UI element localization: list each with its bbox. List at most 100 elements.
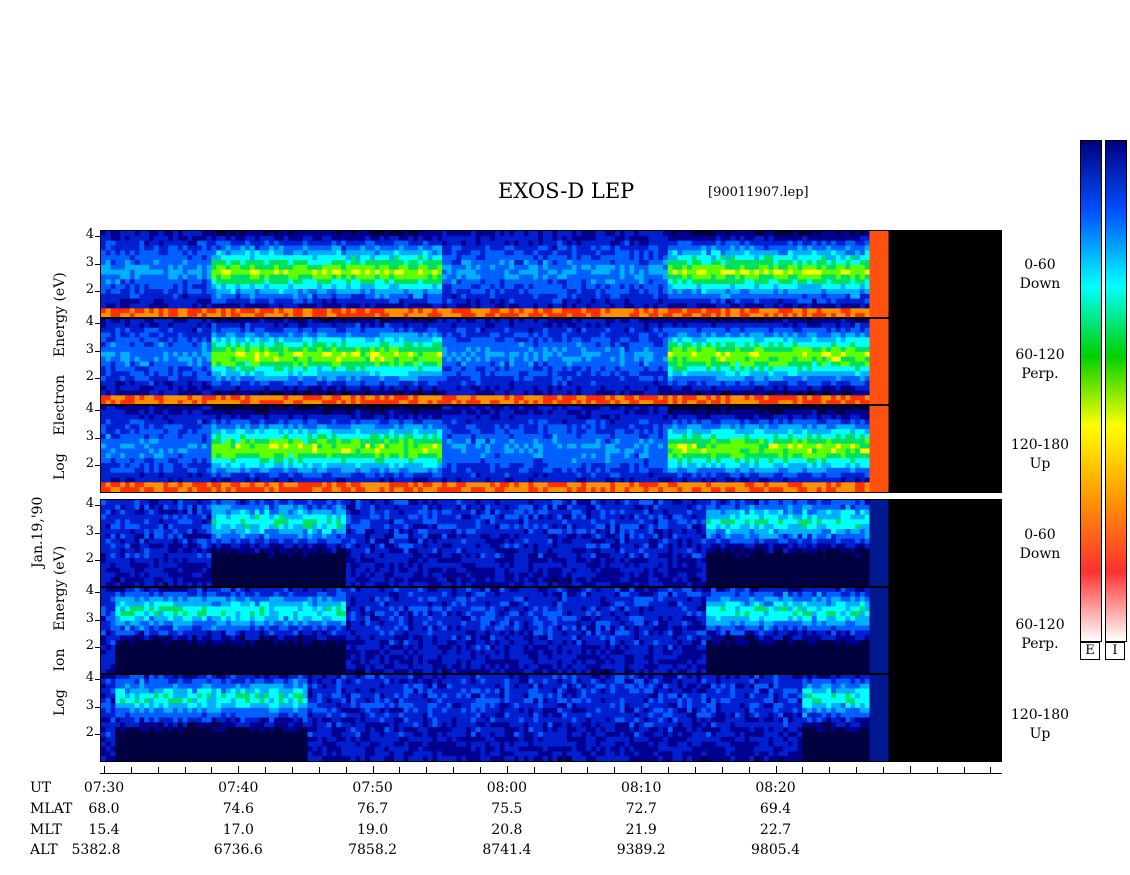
spectrogram-cell [245, 260, 251, 266]
spectrogram-cell [403, 284, 409, 290]
spectrogram-cell [490, 250, 496, 256]
spectrogram-cell [139, 308, 145, 314]
spectrogram-cell [312, 260, 318, 266]
spectrogram-cell [168, 298, 174, 305]
spectrogram-cell [855, 303, 861, 309]
spectrogram-cell [662, 322, 669, 329]
spectrogram-cell [686, 298, 693, 305]
spectrogram-cell [177, 313, 184, 318]
spectrogram-cell [571, 337, 578, 343]
spectrogram-cell [259, 279, 265, 285]
spectrogram-cell [533, 342, 539, 348]
spectrogram-cell [374, 308, 381, 314]
spectrogram-cell [235, 351, 241, 358]
spectrogram-cell [422, 390, 429, 396]
spectrogram-cell [331, 337, 337, 343]
spectrogram-cell [393, 385, 400, 392]
spectrogram-cell [297, 332, 304, 338]
spectrogram-cell [283, 318, 289, 324]
spectrogram-cell [523, 274, 530, 280]
spectrogram-cell [778, 231, 784, 237]
spectrogram-cell [475, 313, 482, 318]
spectrogram-cell [672, 289, 678, 295]
spectrogram-cell [254, 298, 261, 305]
spectrogram-cell [759, 255, 765, 261]
spectrogram-cell [345, 332, 352, 338]
spectrogram-cell [312, 337, 318, 343]
spectrogram-cell [442, 289, 448, 295]
spectrogram-cell [831, 269, 837, 276]
spectrogram-cell [101, 250, 107, 256]
spectrogram-cell [735, 303, 741, 309]
spectrogram-cell [552, 318, 558, 324]
spectrogram-cell [605, 327, 611, 334]
spectrogram-cell [648, 322, 654, 329]
spectrogram-cell [552, 337, 558, 343]
spectrogram-cell [432, 351, 438, 358]
spectrogram-cell [451, 293, 458, 300]
spectrogram-cell [614, 274, 621, 280]
spectrogram-cell [691, 308, 698, 314]
spectrogram-cell [418, 332, 424, 338]
spectrogram-cell [624, 308, 630, 314]
spectrogram-cell [802, 250, 808, 256]
spectrogram-cell [201, 313, 208, 318]
spectrogram-cell [230, 308, 237, 314]
spectrogram-cell [614, 279, 621, 285]
spectrogram-cell [696, 284, 702, 290]
spectrogram-cell [783, 245, 789, 251]
spectrogram-cell [254, 245, 261, 251]
spectrogram-cell [302, 361, 309, 367]
spectrogram-cell [384, 400, 390, 405]
spectrogram-cell [365, 351, 371, 358]
spectrogram-cell [653, 400, 659, 405]
spectrogram-cell [206, 274, 213, 280]
spectrogram-cell [845, 264, 851, 271]
spectrogram-cell [187, 376, 193, 382]
spectrogram-cell [744, 260, 751, 266]
spectrogram-cell [518, 308, 525, 314]
spectrogram-cell [254, 385, 261, 392]
spectrogram-cell [504, 250, 510, 256]
spectrogram-cell [509, 342, 515, 348]
spectrogram-cell [619, 250, 626, 256]
spectrogram-cell [850, 289, 856, 295]
spectrogram-cell [418, 235, 424, 242]
spectrogram-cell [629, 361, 635, 367]
spectrogram-cell [600, 385, 606, 392]
spectrogram-cell [422, 332, 429, 338]
spectrogram-cell [490, 269, 496, 276]
spectrogram-cell [461, 255, 467, 261]
spectrogram-cell [293, 303, 299, 309]
spectrogram-cell [278, 332, 285, 338]
spectrogram-cell [297, 269, 304, 276]
spectrogram-cell [797, 308, 803, 314]
spectrogram-cell [552, 235, 558, 242]
spectrogram-cell [365, 274, 371, 280]
spectrogram-cell [418, 250, 424, 256]
spectrogram-cell [614, 235, 621, 242]
spectrogram-cell [235, 240, 241, 247]
spectrogram-cell [197, 245, 203, 251]
spectrogram-cell [686, 303, 693, 309]
spectrogram-cell [422, 337, 429, 343]
spectrogram-cell [864, 313, 871, 318]
spectrogram-cell [514, 361, 520, 367]
spectrogram-cell [787, 245, 794, 251]
spectrogram-cell [797, 240, 803, 247]
spectrogram-cell [221, 395, 227, 401]
spectrogram-cell [398, 235, 405, 242]
spectrogram-cell [437, 322, 443, 329]
spectrogram-cell [216, 298, 222, 305]
spectrogram-cell [408, 255, 414, 261]
spectrogram-cell [413, 240, 419, 247]
spectrogram-cell [427, 371, 434, 377]
spectrogram-cell [562, 289, 568, 295]
spectrogram-cell [446, 322, 453, 329]
spectrogram-cell [432, 318, 438, 324]
spectrogram-cell [720, 274, 727, 280]
spectrogram-cell [389, 342, 395, 348]
spectrogram-cell [345, 395, 352, 401]
spectrogram-cell [542, 240, 549, 247]
spectrogram-cell [490, 231, 496, 237]
